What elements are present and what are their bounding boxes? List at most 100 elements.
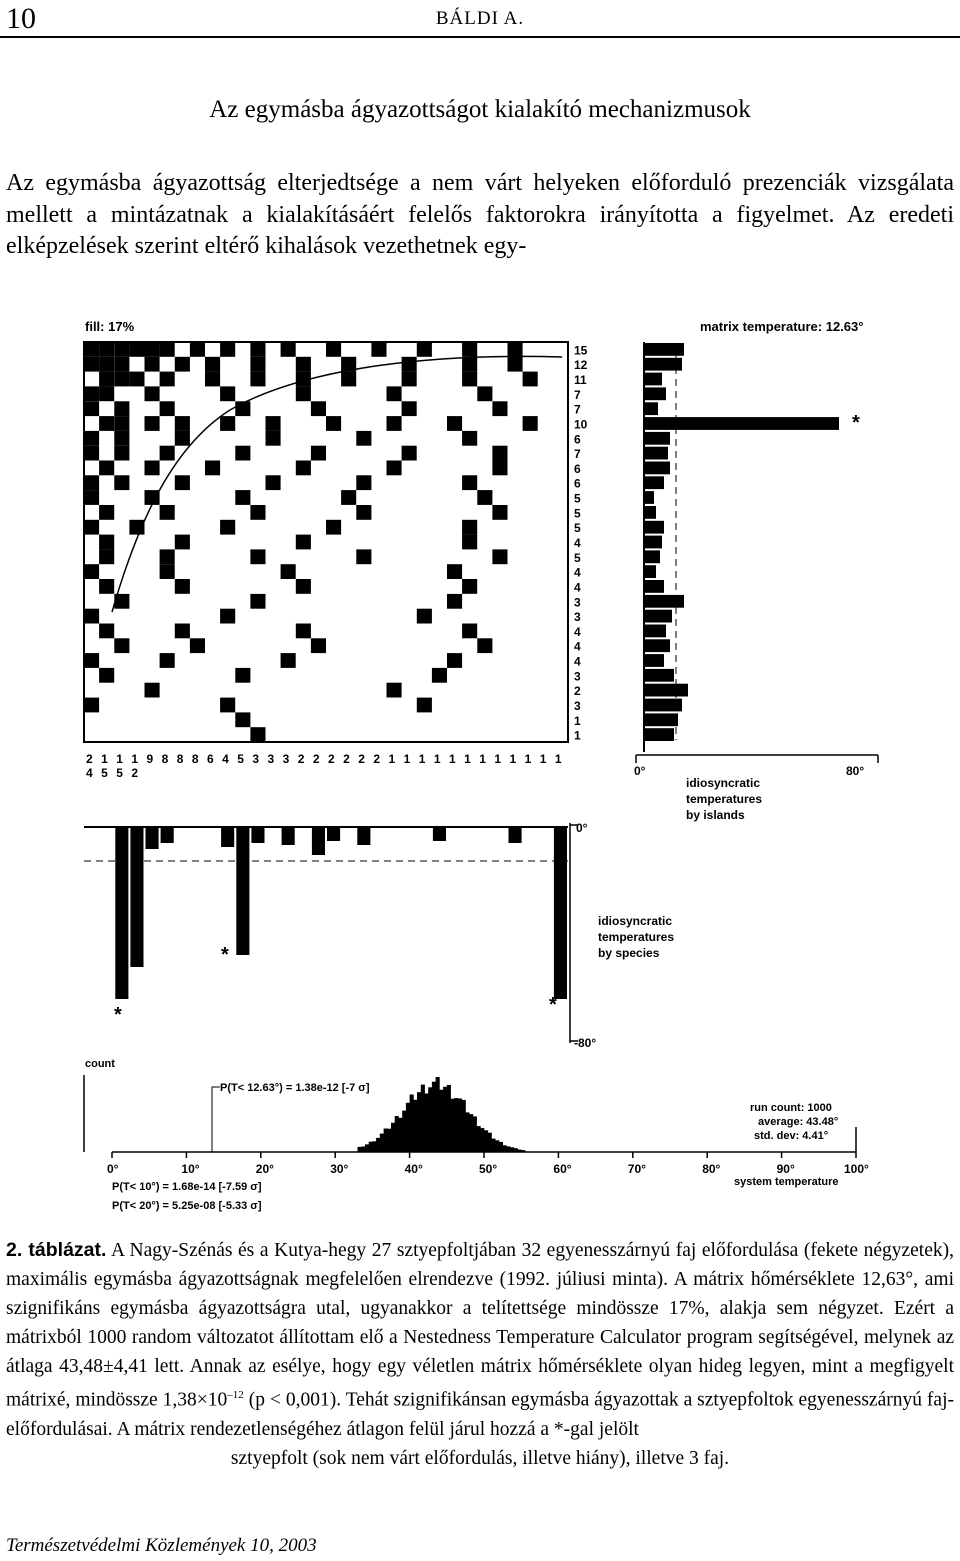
species-count-label: 8 — [162, 752, 169, 766]
presence-cell — [265, 475, 281, 491]
histogram-bar — [491, 1138, 496, 1152]
species-temperature-bars — [115, 827, 567, 999]
species-count-label: 1 — [510, 752, 517, 766]
histogram-bar — [461, 1099, 466, 1152]
species-count-label: 5 — [101, 766, 108, 780]
presence-cell — [189, 638, 205, 654]
presence-cell — [84, 386, 100, 402]
island-count-label: 3 — [574, 610, 581, 624]
island-temperature-bar — [644, 654, 664, 667]
island-temperature-bar — [644, 580, 664, 593]
island-temperature-bar — [644, 372, 662, 386]
species-axis-caption-2: temperatures — [598, 930, 674, 944]
island-axis-caption-3: by islands — [686, 808, 745, 822]
presence-cell — [144, 416, 160, 431]
presence-cell — [159, 564, 175, 579]
island-axis-min: 0° — [634, 764, 646, 778]
island-count-label: 15 — [574, 343, 588, 357]
species-count-label: 2 — [358, 752, 365, 766]
presence-cell — [386, 682, 402, 698]
presence-cell — [295, 460, 311, 476]
stat-run-count: run count: 1000 — [750, 1102, 832, 1114]
species-count-label: 2 — [313, 752, 320, 766]
island-temperature-bar — [644, 668, 674, 682]
species-count-label: 2 — [131, 766, 138, 780]
histogram-bar — [391, 1122, 396, 1152]
histogram-tick-label: 70° — [628, 1162, 646, 1176]
presence-cell — [310, 445, 326, 461]
presence-cell — [356, 475, 372, 491]
island-temperature-bar — [644, 683, 688, 697]
histogram-bar — [413, 1099, 418, 1152]
presence-cell — [220, 697, 236, 713]
histogram-tick-label: 0° — [107, 1162, 119, 1176]
presence-cell — [250, 342, 266, 357]
presence-cell — [386, 460, 402, 476]
species-count-label: 1 — [389, 752, 396, 766]
presence-cell — [235, 712, 251, 728]
journal-footer: Természetvédelmi Közlemények 10, 2003 — [6, 1535, 317, 1556]
presence-cell — [220, 342, 236, 357]
species-count-label: 1 — [131, 752, 138, 766]
presence-cell — [356, 430, 372, 446]
presence-cell — [477, 386, 493, 402]
histogram-bar — [357, 1146, 362, 1152]
species-count-label: 9 — [147, 752, 154, 766]
presence-cell — [84, 445, 100, 461]
island-count-label: 3 — [574, 595, 581, 609]
histogram-bar — [372, 1141, 377, 1152]
presence-cell — [250, 505, 266, 520]
presence-cell — [477, 638, 493, 654]
presence-cell — [99, 623, 115, 639]
presence-cell — [341, 490, 357, 505]
presence-cell — [295, 579, 311, 594]
island-count-label: 4 — [574, 580, 581, 594]
presence-cell — [99, 534, 115, 550]
presence-cell — [462, 342, 478, 357]
histogram-bar — [379, 1133, 384, 1152]
species-count-label: 2 — [86, 752, 93, 766]
species-temperature-bar — [357, 827, 371, 845]
island-temperature-bar — [644, 698, 682, 712]
island-count-label: 1 — [574, 729, 581, 743]
histogram-bar — [431, 1081, 436, 1152]
nestedness-figure: fill: 17% matrix temperature: 12.63° 15 1… — [0, 315, 960, 1220]
presence-cell — [310, 401, 326, 417]
island-outlier-marker: * — [852, 412, 860, 434]
species-temperature-bar — [160, 827, 174, 843]
species-count-label: 1 — [404, 752, 411, 766]
histogram-bar — [465, 1112, 470, 1152]
caption-text: A Nagy-Szénás és a Kutya-hegy 27 sztyepf… — [6, 1240, 954, 1411]
presence-cell — [250, 356, 266, 372]
presence-cell — [356, 505, 372, 520]
presence-cell — [341, 356, 357, 372]
species-count-label: 8 — [177, 752, 184, 766]
presence-cell — [159, 505, 175, 520]
presence-cell — [84, 697, 100, 713]
histogram-bar — [521, 1150, 526, 1152]
presence-cell — [114, 638, 130, 654]
island-count-label: 4 — [574, 625, 581, 639]
presence-cell — [114, 445, 130, 461]
island-temperature-bar — [644, 417, 839, 430]
caption-text-2: (p < 0,001). Tehát szignifikánsan egymás… — [6, 1389, 954, 1440]
histogram-bar — [365, 1144, 370, 1152]
island-temperature-bar — [644, 506, 656, 519]
presence-cell — [416, 608, 432, 624]
presence-cell — [507, 356, 523, 372]
histogram-bar — [454, 1098, 459, 1152]
species-temperature-bar — [281, 827, 295, 845]
histogram-bar — [510, 1147, 515, 1152]
presence-cell — [447, 653, 463, 668]
island-temperature-bar — [644, 461, 670, 475]
island-temperature-bar — [644, 609, 672, 623]
species-count-label: 3 — [252, 752, 259, 766]
species-axis-max: -80° — [574, 1036, 596, 1050]
island-count-label: 5 — [574, 551, 581, 565]
presence-cell — [507, 342, 523, 357]
histogram-bar — [409, 1094, 414, 1152]
presence-cell — [174, 475, 190, 491]
histogram-bar — [439, 1089, 444, 1152]
histogram-bar — [402, 1110, 407, 1152]
species-outlier-marker-1: * — [114, 1004, 122, 1026]
